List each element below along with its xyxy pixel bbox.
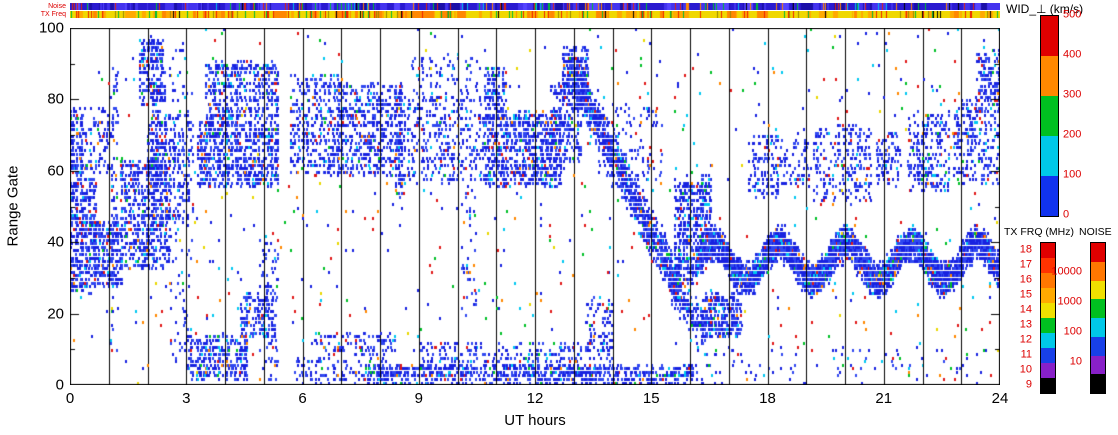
wid-colorbar-title: WID_⊥ (km/s)	[1006, 2, 1084, 16]
noise-colorbar-title: NOISE	[1079, 226, 1112, 238]
x-tick-label: 12	[526, 390, 544, 407]
colorbar-tick-label: 12	[1019, 333, 1032, 345]
txfrq-colorbar-title: TX FRQ (MHz)	[1004, 226, 1074, 238]
colorbar-segment	[1041, 318, 1055, 333]
colorbar-tick-label: 200	[1063, 128, 1082, 141]
colorbar-segment	[1041, 136, 1058, 176]
colorbar-segment	[1041, 288, 1055, 303]
colorbar-segment	[1041, 258, 1055, 273]
x-tick-label: 15	[642, 390, 660, 407]
noise-strip-label: Noise	[48, 3, 66, 10]
colorbar-segment	[1091, 318, 1105, 337]
colorbar-segment	[1041, 96, 1058, 136]
x-tick-label: 18	[759, 390, 776, 407]
txfrq-colorbar	[1040, 242, 1056, 394]
colorbar-segment	[1041, 363, 1055, 378]
colorbar-segment	[1041, 273, 1055, 288]
colorbar-tick-label: 1000	[1057, 295, 1082, 308]
colorbar-tick-label: 0	[1063, 208, 1070, 221]
wid-colorbar	[1040, 15, 1059, 217]
colorbar-tick-label: 10000	[1051, 265, 1082, 278]
colorbar-segment	[1091, 243, 1105, 262]
x-tick-label: 6	[298, 390, 307, 407]
colorbar-tick-label: 13	[1019, 318, 1032, 330]
colorbar-segment	[1041, 303, 1055, 318]
colorbar-tick-label: 100	[1063, 168, 1082, 181]
x-tick-label: 0	[65, 390, 75, 407]
colorbar-tick-label: 9	[1025, 378, 1032, 390]
colorbar-tick-label: 14	[1019, 303, 1032, 315]
colorbar-segment	[1091, 280, 1105, 300]
colorbar-tick-label: 500	[1063, 8, 1082, 21]
colorbar-tick-label: 10	[1019, 363, 1032, 375]
x-tick-label: 21	[875, 390, 893, 407]
x-tick-label: 24	[991, 390, 1009, 407]
txfreq-strip-label: TX Freq	[40, 11, 66, 18]
colorbar-segment	[1091, 261, 1105, 281]
colorbar-segment	[1041, 16, 1058, 56]
colorbar-tick-label: 11	[1020, 348, 1032, 360]
colorbar-tick-label: 18	[1019, 243, 1032, 255]
colorbar-segment	[1041, 378, 1055, 393]
colorbar-segment	[1041, 333, 1055, 348]
txfreq-strip	[70, 11, 1000, 18]
noise-strip	[70, 3, 1000, 10]
colorbar-tick-label: 17	[1019, 258, 1032, 270]
spectral-width-heatmap-canvas	[70, 28, 1000, 385]
x-tick-label: 9	[414, 390, 423, 407]
colorbar-tick-label: 100	[1063, 325, 1082, 338]
y-tick-label: 40	[47, 233, 64, 251]
colorbar-segment	[1091, 336, 1105, 356]
y-tick-label: 20	[47, 305, 64, 323]
y-tick-label: 0	[55, 376, 64, 394]
colorbar-segment	[1041, 348, 1055, 363]
colorbar-tick-label: 16	[1019, 273, 1032, 285]
colorbar-segment	[1091, 299, 1105, 318]
x-axis-title: UT hours	[504, 412, 566, 429]
x-tick-label: 3	[182, 390, 191, 407]
y-tick-label: 100	[38, 19, 64, 37]
colorbar-segment	[1091, 374, 1105, 393]
colorbar-segment	[1041, 176, 1058, 216]
colorbar-tick-label: 10	[1069, 355, 1082, 368]
colorbar-tick-label: 300	[1063, 88, 1082, 101]
colorbar-segment	[1091, 355, 1105, 375]
colorbar-segment	[1041, 56, 1058, 96]
y-tick-label: 60	[47, 162, 64, 180]
colorbar-tick-label: 15	[1019, 288, 1032, 300]
y-tick-label: 80	[47, 90, 64, 108]
colorbar-segment	[1041, 243, 1055, 258]
noise-colorbar	[1090, 242, 1106, 394]
colorbar-tick-label: 400	[1063, 48, 1082, 61]
